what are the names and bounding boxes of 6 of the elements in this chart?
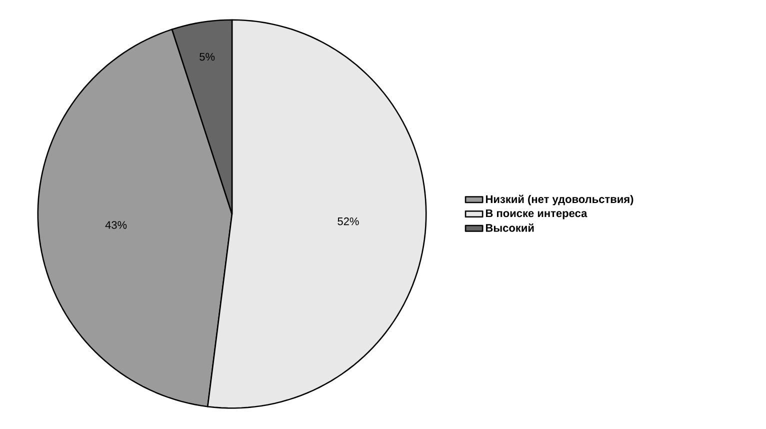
legend-label: Низкий (нет удовольствия)	[486, 194, 634, 206]
legend-label: В поиске интереса	[486, 209, 588, 220]
data-label: 43%	[105, 221, 127, 229]
legend-label: Высокий	[486, 224, 534, 232]
data-label: 5%	[200, 52, 215, 61]
data-label: 52%	[338, 217, 359, 226]
